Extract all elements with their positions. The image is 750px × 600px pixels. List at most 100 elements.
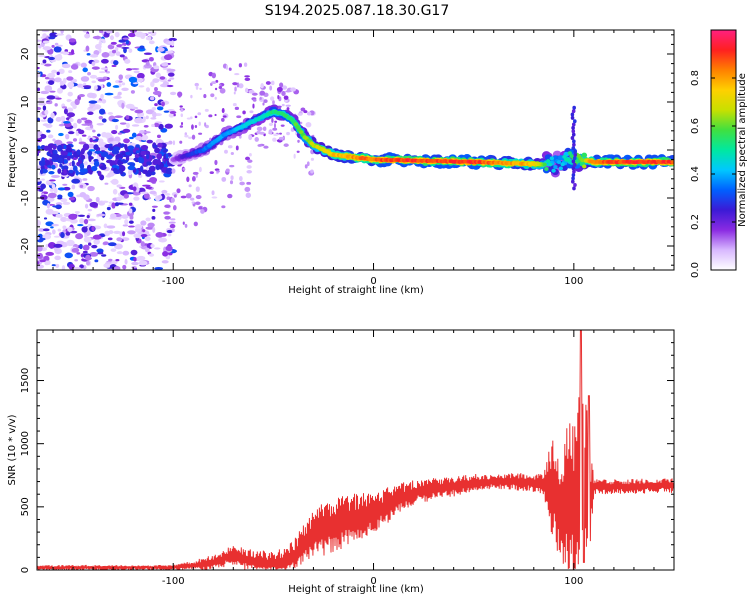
spectrogram-noise-blob [211,190,215,196]
spectrogram-noise-blob [37,236,40,240]
figure-title: S194.2025.087.18.30.G17 [265,3,450,19]
spectrogram-noise-blob [139,129,146,135]
snr-x-tick-label: 100 [564,576,583,587]
spectrogram-noise-blob [121,102,125,109]
spectrogram-noise-blob [136,255,146,261]
spectrogram-noise-blob [182,167,186,171]
spectrogram-noise-blob [303,110,308,114]
spectrogram-noise-blob [259,96,262,100]
spectrogram-noise-blob [85,254,91,261]
spectrogram-noise-blob [138,85,145,88]
spectrogram-noise-blob [166,229,173,234]
spectrogram-noise-blob [146,161,152,166]
spectrogram-noise-blob [161,62,169,67]
spectrogram-noise-blob [133,233,142,239]
spectrogram-noise-blob [244,77,251,82]
spectrogram-noise-blob [62,165,69,171]
spectrogram-noise-blob [97,78,106,82]
spectrogram-noise-blob [115,51,121,56]
spectrogram-noise-blob [62,51,70,56]
spectrogram-noise-blob [108,242,117,247]
spectrogram-noise-blob [310,169,314,174]
spectrogram-noise-blob [184,223,188,228]
spectrogram-noise-blob [107,172,115,177]
spectrogram-noise-blob [117,159,122,166]
spectrogram-noise-blob [229,180,234,185]
spectrogram-noise-blob [225,168,230,173]
spectrogram-streak-blob [572,139,576,144]
spectrogram-noise-blob [42,40,50,44]
spectrogram-noise-blob [105,159,114,164]
colorbar-ticks: 0.0 0.2 0.4 0.6 0.8 [690,70,736,278]
spectrogram-noise-blob [57,187,66,191]
spectrogram-noise-blob [58,68,65,74]
spectrogram-noise-blob [51,153,58,161]
spectrogram-noise-blob [83,236,92,243]
spectrogram-noise-blob [209,171,214,175]
spectrogram-noise-blob [268,129,273,135]
spectrogram-noise-blob [150,243,155,248]
spectrogram-noise-blob [163,211,170,215]
spectrogram-noise-blob [51,223,59,227]
spectrogram-noise-blob [46,202,50,209]
spectrogram-noise-blob [169,77,175,80]
spectrogram-noise-blob [104,230,111,237]
spectrogram-noise-blob [191,124,194,130]
spectrogram-noise-blob [104,92,114,96]
spectrogram-noise-blob [37,117,41,122]
spectrogram-noise-blob [140,234,148,238]
spectrogram-noise-blob [113,60,119,66]
spectrogram-noise-blob [142,229,146,233]
spectrogram-noise-blob [159,76,166,80]
spectrogram-noise-blob [122,264,127,270]
spectrogram-noise-blob [124,58,131,64]
spectrogram-noise-blob [272,127,278,131]
spectrogram-noise-blob [37,106,42,111]
spectrogram-noise-blob [74,259,78,262]
spectrogram-noise-blob [155,231,164,238]
spectrogram-noise-blob [86,260,90,266]
spectrogram-noise-blob [208,114,213,118]
spectrogram-noise-blob [123,138,130,144]
spectrogram-noise-blob [103,263,112,268]
spectrogram-noise-blob [61,265,66,270]
spectrogram-noise-blob [71,184,76,190]
spectrogram-noise-blob [51,184,56,189]
spectrogram-noise-blob [98,115,103,120]
spectrogram-noise-blob [214,159,218,166]
spectrogram-noise-blob [115,124,119,130]
spectrogram-noise-blob [306,161,310,167]
spectrogram-noise-blob [195,186,200,192]
spectrogram-x-axis-label: Height of straight line (km) [288,285,424,296]
spectrogram-noise-blob [56,71,60,76]
spectrogram-noise-blob [145,36,152,41]
spectrogram-noise-blob [92,129,96,133]
spectrogram-noise-blob [60,115,66,122]
spectrogram-noise-blob [111,178,119,185]
spectrogram-streak-blob [572,119,577,124]
spectrogram-noise-blob [184,134,189,138]
spectrogram-noise-blob [131,124,140,127]
spectrogram-noise-blob [149,96,155,101]
spectrogram-noise-blob [89,74,98,79]
spectrogram-noise-blob [165,153,169,159]
spectrogram-noise-blob [122,250,130,256]
spectrogram-y-tick-label: -20 [20,238,31,254]
spectrogram-streak-blob [571,176,575,181]
spectrogram-noise-blob [73,176,79,179]
spectrogram-noise-blob [75,170,79,176]
spectrogram-noise-blob [48,192,57,199]
spectrogram-noise-blob [216,170,220,173]
spectrogram-noise-blob [74,210,80,214]
spectrogram-noise-blob [58,123,65,127]
spectrogram-streak-blob [572,142,576,147]
spectrogram-noise-blob [37,252,43,260]
spectrogram-noise-blob [45,101,53,105]
spectrogram-noise-blob [48,56,55,61]
spectrogram-noise-blob [157,47,165,52]
spectrogram-noise-blob [45,208,54,215]
spectrogram-noise-blob [112,85,120,88]
spectrogram-noise-blob [113,230,121,234]
spectrogram-noise-blob [86,52,91,56]
